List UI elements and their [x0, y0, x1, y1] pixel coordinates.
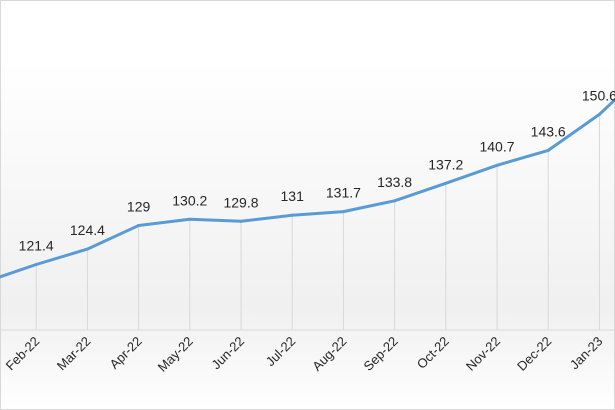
gridlines [35, 114, 600, 330]
x-tick-label: Jan-23 [567, 334, 606, 373]
data-point [597, 112, 601, 116]
x-tick-label: Apr-22 [107, 334, 145, 372]
x-tick-label: Aug-22 [309, 334, 349, 374]
x-tick-label: Oct-22 [414, 334, 452, 372]
data-label: 133.8 [377, 174, 412, 190]
data-label: 140.7 [479, 138, 514, 154]
data-label: 129.8 [223, 194, 258, 210]
data-point [34, 263, 38, 267]
data-label: 130.2 [172, 192, 207, 208]
data-labels: 121.4 124.4 129 130.2 129.8 131 131.7 133.8 137.… [19, 87, 615, 253]
series-layer [0, 97, 615, 279]
x-tick-label: Dec-22 [514, 334, 554, 374]
x-tick-label: Jul-22 [263, 334, 299, 370]
x-tick-label: Jun-22 [208, 334, 247, 373]
data-point [85, 247, 89, 251]
data-point [239, 219, 243, 223]
data-point [546, 148, 550, 152]
x-tick-label: May-22 [155, 334, 196, 375]
x-tick-label: Nov-22 [463, 334, 503, 374]
data-point [188, 217, 192, 221]
data-label: 150.6 [582, 87, 615, 103]
series-line [0, 97, 615, 279]
data-label: 129 [127, 198, 151, 214]
data-point [290, 213, 294, 217]
data-point [341, 210, 345, 214]
data-point [495, 163, 499, 167]
data-label: 131.7 [326, 185, 361, 201]
data-label: 121.4 [19, 238, 54, 254]
data-point [137, 223, 141, 227]
x-tick-labels: Jan-22Feb-22Mar-22Apr-22May-22Jun-22Jul-… [3, 334, 606, 375]
x-tick-label: Feb-22 [3, 334, 43, 374]
data-label: 143.6 [531, 123, 566, 139]
data-label: 137.2 [428, 156, 463, 172]
data-point [444, 181, 448, 185]
x-tick-label: Mar-22 [54, 334, 94, 374]
x-tick-label: Sep-22 [360, 334, 400, 374]
data-point [393, 199, 397, 203]
data-label: 131 [281, 188, 305, 204]
data-label: 124.4 [70, 222, 105, 238]
